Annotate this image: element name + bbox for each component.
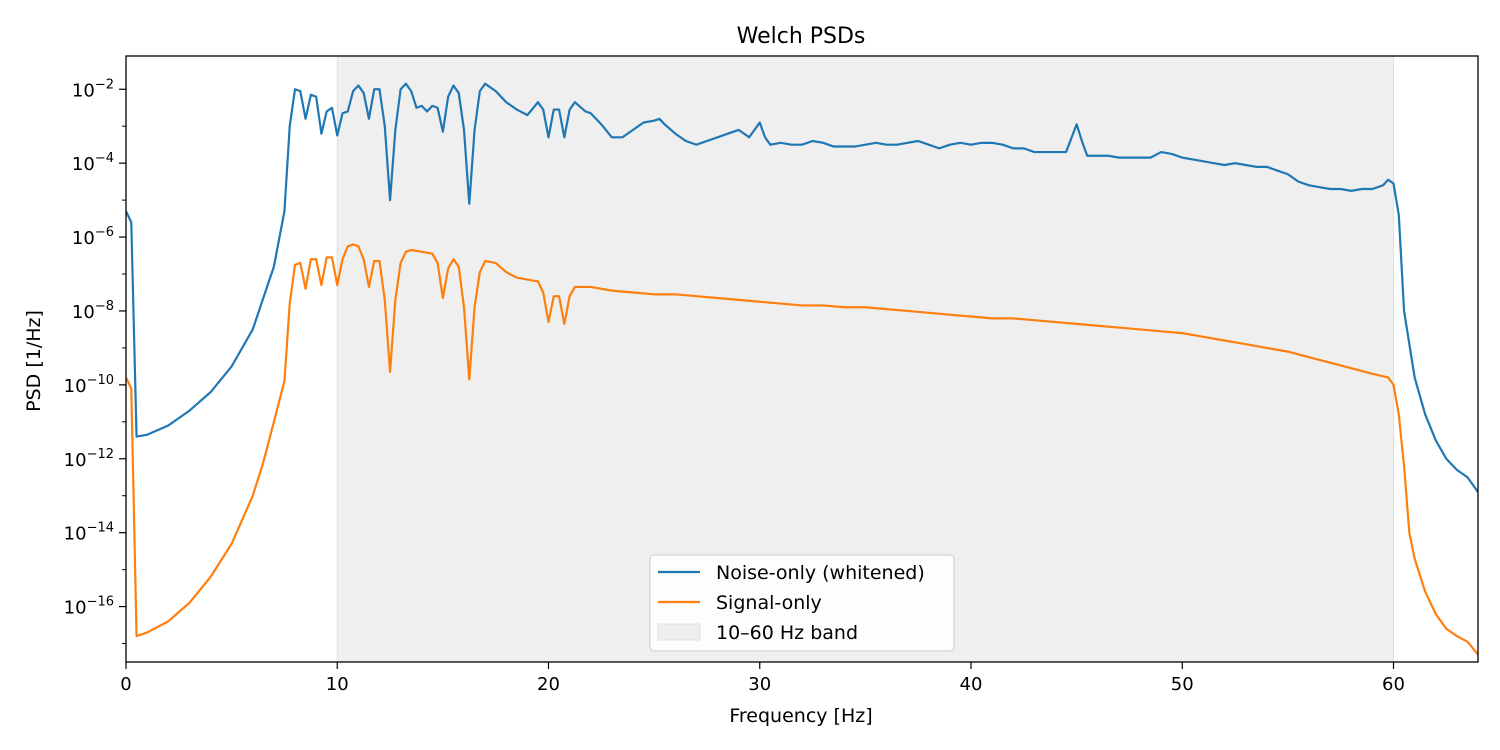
noise-psd-line [126, 82, 1478, 493]
x-axis-label: Frequency [Hz] [729, 705, 872, 727]
axes-frame [125, 55, 1479, 663]
legend-box [649, 554, 955, 652]
legend-noise-label: Noise-only (whitened) [716, 562, 925, 584]
y-tick-label: 10−6 [72, 225, 114, 249]
legend-band-swatch [657, 623, 701, 641]
chart-title: Welch PSDs [737, 24, 866, 49]
x-tick-label: 20 [537, 674, 560, 695]
x-tick-label: 60 [1382, 674, 1405, 695]
legend-signal-label: Signal-only [716, 592, 822, 614]
y-axis-label: PSD [1/Hz] [23, 310, 45, 412]
y-tick-label: 10−4 [72, 151, 114, 175]
y-tick-label: 10−10 [64, 373, 114, 397]
y-tick-label: 10−16 [64, 595, 114, 619]
x-tick-label: 40 [960, 674, 983, 695]
y-tick-label: 10−8 [72, 299, 114, 323]
y-tick-label: 10−12 [64, 447, 114, 471]
y-tick-label: 10−14 [64, 521, 114, 545]
x-axis-ticks: 0 10 20 30 40 50 60 [120, 662, 1405, 695]
y-tick-label: 10−2 [72, 77, 114, 101]
x-tick-label: 30 [748, 674, 771, 695]
signal-psd-line [126, 243, 1478, 656]
x-tick-label: 50 [1171, 674, 1194, 695]
x-tick-label: 0 [120, 674, 131, 695]
series-lines [126, 82, 1478, 656]
legend: Noise-only (whitened) Signal-only 10–60 … [649, 554, 955, 652]
x-tick-label: 10 [326, 674, 349, 695]
y-axis-ticks: 10−16 10−14 10−12 10−10 10−8 10−6 10−4 10−2 [64, 77, 126, 645]
legend-band-label: 10–60 Hz band [716, 622, 858, 644]
